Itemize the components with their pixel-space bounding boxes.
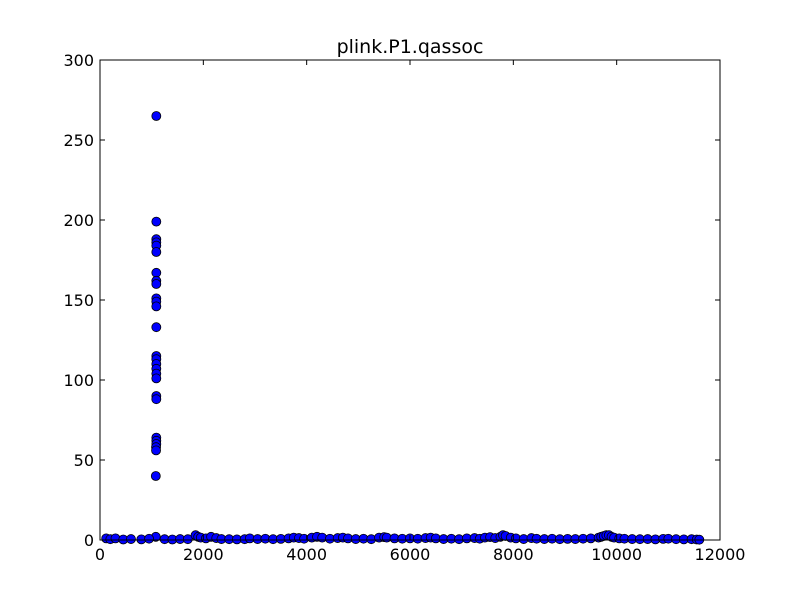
data-point: [182, 534, 193, 545]
data-point: [151, 247, 162, 257]
chart-title: plink.P1.qassoc: [337, 36, 484, 58]
data-point: [151, 394, 162, 405]
data-point: [126, 534, 136, 544]
data-point: [151, 445, 161, 456]
data-point: [151, 373, 162, 384]
data-point: [151, 279, 162, 289]
y-tick-label: 250: [63, 131, 94, 150]
y-tick-label: 150: [63, 291, 94, 310]
x-tick-label: 12000: [695, 545, 746, 564]
data-point: [151, 322, 162, 333]
data-point: [151, 216, 162, 227]
x-tick-label: 6000: [390, 545, 431, 564]
y-tick-label: 200: [63, 211, 94, 230]
data-point: [151, 301, 162, 312]
data-point: [151, 111, 162, 121]
data-points: [101, 111, 705, 545]
y-tick-label: 300: [63, 51, 94, 70]
data-point: [144, 533, 154, 544]
x-tick-label: 0: [95, 545, 105, 564]
x-tick-label: 2000: [183, 545, 224, 564]
x-tick-label: 8000: [493, 545, 534, 564]
y-tick-label: 100: [63, 371, 94, 390]
x-tick-label: 4000: [286, 545, 327, 564]
y-tick-label: 50: [74, 451, 94, 470]
plot-frame: [99, 59, 721, 541]
axis-ticks: 0 2000 4000 6000 8000 10000 12000 0 50 100 150 200 2…: [63, 51, 745, 564]
x-tick-label: 10000: [591, 545, 642, 564]
data-point: [150, 471, 161, 481]
y-tick-label: 0: [84, 531, 94, 550]
